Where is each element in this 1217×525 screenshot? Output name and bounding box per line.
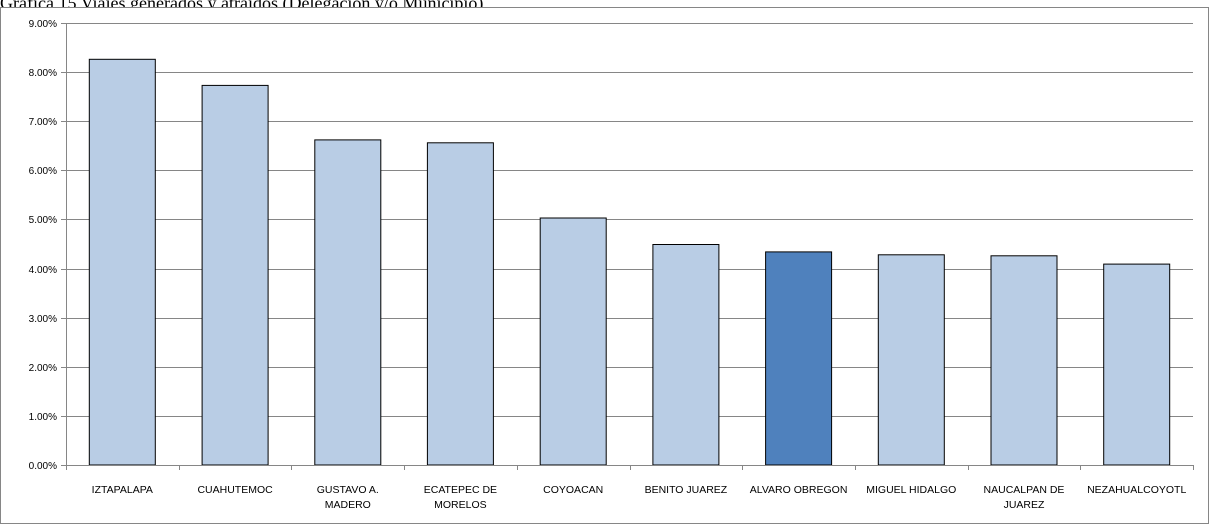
bars bbox=[88, 58, 1171, 466]
x-category-labels: IZTAPALAPA CUAHUTEMOC GUSTAVO A. MADERO ECAT… bbox=[92, 484, 1187, 511]
y-tick-label: 6.00% bbox=[29, 166, 57, 177]
bar bbox=[877, 254, 945, 466]
x-category-label: ALVARO OBREGON bbox=[750, 484, 848, 496]
x-category-label-line: BENITO JUAREZ bbox=[645, 484, 728, 496]
y-tick-label: 5.00% bbox=[29, 215, 57, 226]
y-tick-label: 4.00% bbox=[29, 265, 57, 276]
bar bbox=[652, 244, 720, 466]
y-tick-label: 1.00% bbox=[29, 412, 57, 423]
y-tick-label: 2.00% bbox=[29, 363, 57, 374]
x-category-label-line: IZTAPALAPA bbox=[92, 484, 153, 496]
x-category-label: IZTAPALAPA bbox=[92, 484, 153, 496]
x-category-label-line: JUAREZ bbox=[1004, 499, 1045, 511]
x-category-label-line: MIGUEL HIDALGO bbox=[866, 484, 956, 496]
bar bbox=[990, 255, 1058, 466]
x-category-label-line: ECATEPEC DE bbox=[424, 484, 497, 496]
bar bbox=[765, 251, 833, 466]
y-tick-label: 0.00% bbox=[29, 461, 57, 472]
x-category-label: NAUCALPAN DE JUAREZ bbox=[984, 484, 1065, 511]
y-tick-labels: 0.00% 1.00% 2.00% 3.00% 4.00% 5.00% 6.00% 7.00%… bbox=[29, 19, 57, 472]
y-tick-label: 3.00% bbox=[29, 314, 57, 325]
bar bbox=[201, 84, 269, 466]
y-tick-label: 9.00% bbox=[29, 19, 57, 30]
x-category-label: CUAHUTEMOC bbox=[197, 484, 273, 496]
x-category-label-line: NAUCALPAN DE bbox=[984, 484, 1065, 496]
axes bbox=[61, 23, 1194, 470]
x-category-label: GUSTAVO A. MADERO bbox=[317, 484, 379, 511]
x-category-label-line: GUSTAVO A. bbox=[317, 484, 379, 496]
x-category-label: ECATEPEC DE MORELOS bbox=[424, 484, 497, 511]
bar bbox=[426, 142, 494, 466]
bar bbox=[88, 58, 156, 466]
x-category-label: BENITO JUAREZ bbox=[645, 484, 728, 496]
x-category-label: MIGUEL HIDALGO bbox=[866, 484, 956, 496]
y-tick-label: 8.00% bbox=[29, 68, 57, 79]
y-tick-label: 7.00% bbox=[29, 117, 57, 128]
x-category-label-line: COYOACAN bbox=[543, 484, 603, 496]
x-category-label-line: MORELOS bbox=[434, 499, 487, 511]
x-category-label: COYOACAN bbox=[543, 484, 603, 496]
x-category-label-line: NEZAHUALCOYOTL bbox=[1087, 484, 1186, 496]
x-category-label: NEZAHUALCOYOTL bbox=[1087, 484, 1186, 496]
x-category-label-line: ALVARO OBREGON bbox=[750, 484, 848, 496]
x-category-label-line: CUAHUTEMOC bbox=[197, 484, 273, 496]
bar bbox=[314, 139, 382, 466]
bar bbox=[539, 217, 607, 466]
bar bbox=[1103, 263, 1171, 466]
x-category-label-line: MADERO bbox=[325, 499, 371, 511]
